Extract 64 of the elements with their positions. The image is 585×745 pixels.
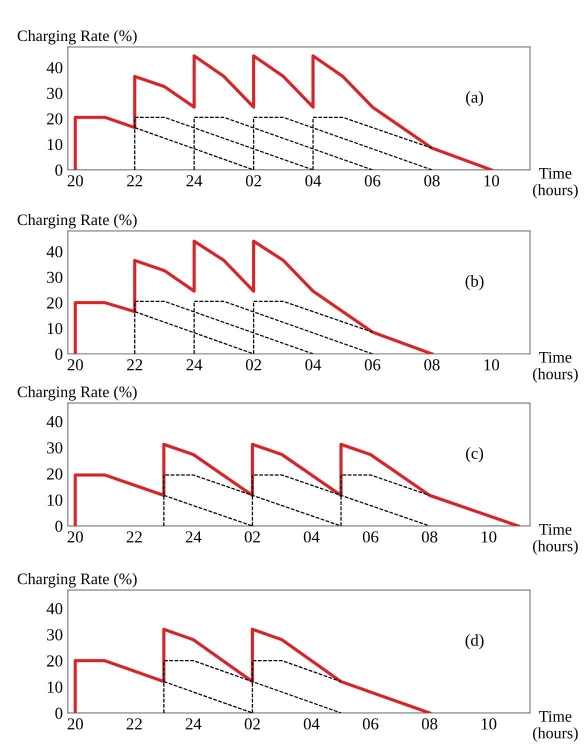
- x-tick-label: 20: [68, 531, 83, 543]
- x-tick-label: 10: [484, 359, 500, 370]
- y-axis-title: Charging Rate (%): [18, 386, 137, 401]
- x-tick-label: 10: [484, 175, 500, 186]
- y-axis-title: Charging Rate (%): [18, 573, 137, 588]
- x-tick-label: 22: [126, 718, 142, 730]
- y-tick-label: 0: [55, 708, 62, 719]
- y-tick-label: 30: [47, 88, 62, 99]
- annotation: (c): [466, 447, 484, 462]
- x-axis-title: Time (hours): [533, 168, 578, 199]
- x-tick-label: 06: [364, 175, 380, 186]
- y-tick-label: 40: [46, 62, 62, 74]
- y-tick-label: 20: [47, 297, 62, 309]
- annotation: (a): [466, 91, 484, 106]
- y-tick-label: 0: [55, 348, 62, 360]
- y-axis-title: Charging Rate (%): [18, 214, 137, 228]
- y-tick-label: 30: [47, 442, 62, 454]
- y-tick-label: 40: [46, 416, 62, 428]
- x-tick-label: 04: [304, 718, 320, 730]
- x-tick-label: 20: [68, 175, 83, 186]
- annotation: (b): [466, 275, 484, 290]
- x-tick-label: 04: [304, 531, 320, 543]
- x-axis-title: Time (hours): [533, 711, 578, 742]
- x-tick-label: 24: [186, 718, 202, 730]
- x-tick-label: 02: [246, 359, 262, 370]
- x-tick-label: 10: [482, 531, 496, 543]
- x-tick-label: 06: [362, 718, 378, 730]
- x-tick-label: 06: [362, 531, 378, 543]
- x-tick-label: 20: [68, 718, 83, 730]
- x-tick-label: 20: [68, 359, 83, 370]
- x-tick-label: 08: [422, 531, 438, 543]
- y-tick-label: 20: [47, 468, 62, 480]
- x-tick-label: 24: [186, 359, 202, 370]
- annotation: (d): [466, 634, 484, 650]
- x-tick-label: 02: [246, 175, 262, 186]
- x-tick-label: 08: [424, 359, 440, 370]
- y-tick-label: 20: [47, 113, 62, 125]
- y-tick-label: 10: [48, 682, 62, 693]
- x-tick-label: 02: [244, 531, 260, 543]
- y-tick-label: 30: [47, 272, 62, 283]
- y-tick-label: 0: [55, 164, 62, 176]
- x-tick-label: 02: [244, 718, 260, 730]
- x-tick-label: 08: [422, 718, 438, 730]
- x-tick-label: 06: [364, 359, 380, 370]
- x-tick-label: 22: [127, 175, 142, 186]
- y-tick-label: 20: [47, 655, 62, 667]
- y-axis-title: Charging Rate (%): [18, 30, 137, 44]
- x-tick-label: 04: [305, 175, 322, 186]
- y-tick-label: 40: [46, 603, 62, 614]
- y-tick-label: 10: [48, 494, 62, 506]
- y-tick-label: 30: [47, 629, 62, 640]
- x-tick-label: 04: [305, 359, 322, 370]
- x-tick-label: 08: [424, 175, 440, 186]
- x-tick-label: 22: [127, 359, 142, 370]
- x-tick-label: 22: [126, 531, 142, 542]
- x-tick-label: 10: [482, 718, 496, 730]
- y-tick-label: 0: [55, 520, 62, 532]
- y-tick-label: 40: [46, 246, 62, 258]
- x-tick-label: 24: [186, 531, 202, 542]
- x-tick-label: 24: [186, 175, 202, 186]
- x-axis-title: Time (hours): [533, 524, 578, 555]
- y-tick-label: 10: [48, 322, 62, 334]
- x-axis-title: Time (hours): [533, 352, 578, 383]
- y-tick-label: 10: [48, 138, 62, 150]
